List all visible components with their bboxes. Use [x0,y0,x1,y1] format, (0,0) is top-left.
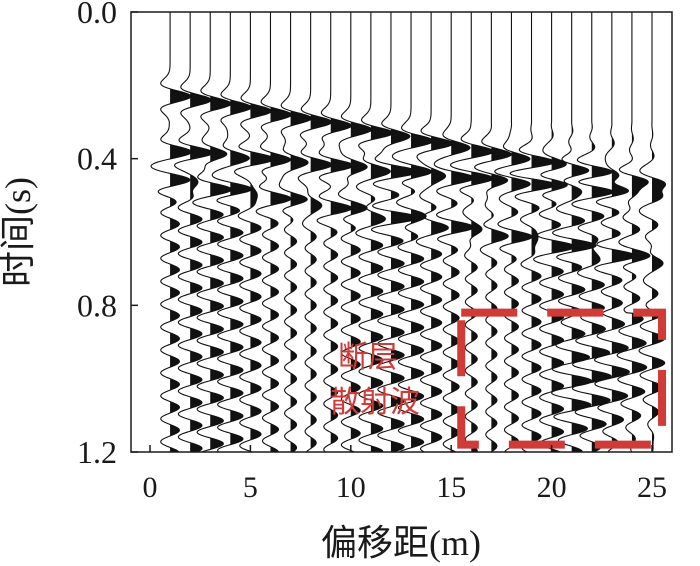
trace-fill-25 [652,12,666,452]
trace-18 [494,12,533,453]
trace-20 [533,12,576,453]
annotation-line-2: 散射波 [330,385,420,420]
fault-scatter-box [457,308,667,449]
x-tick-label-0: 0 [143,471,158,504]
trace-10 [337,12,373,453]
trace-14 [415,12,454,453]
trace-15 [433,12,475,453]
trace-fill-15 [451,12,475,452]
trace-5 [234,12,276,453]
trace-fill-21 [571,12,597,452]
trace-fill-5 [250,12,275,452]
trace-fill-11 [370,12,394,452]
trace-1 [150,12,193,453]
trace-fill-20 [551,12,576,452]
trace-13 [391,12,435,453]
trace-23 [594,12,637,453]
y-axis-label: 时间(s) [0,177,38,287]
y-tick-label-0: 0.0 [77,0,117,30]
trace-19 [509,12,557,453]
plot-frame [130,11,673,453]
trace-3 [192,12,233,453]
trace-9 [316,12,354,453]
y-tick-label-2: 0.8 [77,287,117,323]
y-axis-ticks: 0.0 0.4 0.8 1.2 [77,0,138,470]
trace-fill-22 [591,12,614,452]
x-axis-label: 偏移距(m) [321,523,481,563]
trace-fill-3 [210,12,232,452]
trace-fill-6 [270,12,292,452]
trace-fill-16 [471,12,494,452]
dashed-box [457,308,667,449]
x-axis-ticks: 0 5 10 15 20 25 [143,445,667,504]
y-tick-label-3: 1.2 [77,434,117,470]
trace-fill-2 [190,12,214,452]
annotation-line-1: 断层 [338,340,398,375]
trace-6 [255,12,293,453]
trace-2 [173,12,214,453]
trace-fill-7 [290,12,312,452]
trace-fill-18 [511,12,533,452]
x-tick-label-5: 5 [243,471,258,504]
trace-7 [278,12,313,453]
trace-group [150,12,667,453]
trace-fill-17 [491,12,512,452]
trace-4 [211,12,253,453]
trace-17 [474,12,512,453]
trace-fill-8 [310,12,333,452]
trace-16 [449,12,495,453]
trace-fill-10 [350,12,372,452]
x-tick-label-20: 20 [537,471,567,504]
trace-fill-23 [611,12,636,452]
trace-fill-9 [330,12,354,452]
trace-8 [297,12,333,453]
trace-12 [370,12,420,453]
x-tick-label-25: 25 [637,471,667,504]
trace-24 [616,12,651,453]
x-tick-label-10: 10 [336,471,366,504]
x-tick-label-15: 15 [436,471,466,504]
trace-25 [638,12,667,453]
trace-fill-4 [230,12,252,452]
trace-11 [355,12,394,453]
trace-21 [551,12,597,453]
y-tick-label-1: 0.4 [77,141,117,177]
